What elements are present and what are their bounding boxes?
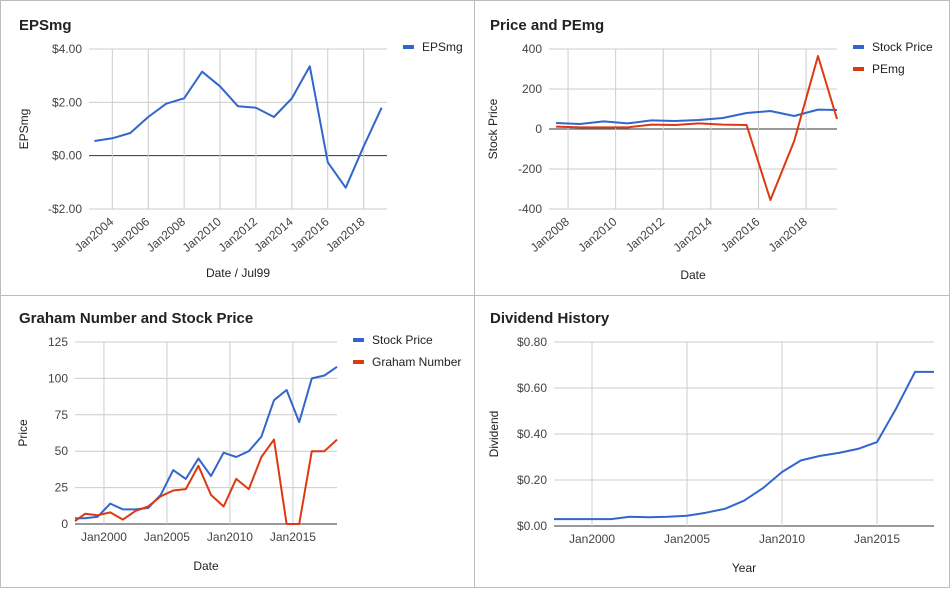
x-tick-label: Jan2012 (623, 214, 668, 255)
legend-swatch (853, 67, 864, 71)
x-tick-label: Jan2000 (569, 532, 615, 546)
x-tick-label: Jan2010 (180, 214, 225, 255)
y-tick-label: $0.80 (517, 335, 547, 349)
y-tick-label: $0.40 (517, 427, 547, 441)
y-tick-label: $4.00 (52, 42, 82, 56)
y-tick-label: 100 (48, 371, 68, 385)
y-axis-title: Price (16, 419, 30, 447)
legend-label: EPSmg (422, 40, 463, 54)
graham-chart: Graham Number and Stock Price 0 25 50 75 100 1… (16, 310, 461, 573)
x-tick-label: Jan2008 (144, 214, 189, 255)
legend-swatch (403, 45, 414, 49)
y-tick-label: 0 (61, 517, 68, 531)
x-tick-label: Jan2004 (72, 214, 117, 255)
y-axis-title: EPSmg (17, 109, 31, 150)
x-tick-label: Jan2006 (108, 214, 153, 255)
y-tick-label: -$2.00 (48, 202, 82, 216)
dividend-chart: Dividend History $0.00 $0.20 $0.40 $0.60 $0.8… (487, 310, 934, 575)
x-tick-label: Jan2018 (766, 214, 811, 255)
x-tick-label: Jan2018 (323, 214, 368, 255)
eps-chart: EPSmg -$2.00 $0.00 $2.00 $4.00 Jan2004Jan2006… (17, 17, 463, 280)
series-line-dividend (554, 370, 934, 521)
chart-title: Dividend History (490, 310, 610, 327)
legend-swatch (853, 45, 864, 49)
x-tick-label: Jan2000 (81, 530, 127, 544)
x-tick-label: Jan2016 (718, 214, 763, 255)
legend-swatch (353, 338, 364, 342)
x-tick-label: Jan2016 (287, 214, 332, 255)
x-tick-label: Jan2005 (144, 530, 190, 544)
dividend-chart-panel: Dividend History $0.00 $0.20 $0.40 $0.60 $0.8… (474, 295, 950, 588)
y-axis-title: Stock Price (486, 98, 500, 159)
y-tick-label: 0 (535, 122, 542, 136)
y-tick-label: 200 (522, 82, 542, 96)
legend-label: Stock Price (372, 333, 433, 347)
x-axis-title: Year (732, 561, 756, 575)
y-tick-label: 400 (522, 42, 542, 56)
y-tick-label: $0.60 (517, 381, 547, 395)
chart-title: EPSmg (19, 17, 72, 34)
x-tick-label: Jan2008 (528, 214, 573, 255)
series-line-stock-price (556, 108, 838, 125)
y-tick-label: 125 (48, 335, 68, 349)
y-tick-label: $0.00 (52, 149, 82, 163)
chart-title: Graham Number and Stock Price (19, 310, 253, 327)
x-tick-label: Jan2010 (759, 532, 805, 546)
y-tick-label: -200 (518, 162, 542, 176)
y-tick-label: -400 (518, 202, 542, 216)
series-line-pemg (556, 55, 838, 201)
x-axis-title: Date (193, 559, 219, 573)
legend-label: Graham Number (372, 355, 461, 369)
x-tick-label: Jan2005 (664, 532, 710, 546)
y-axis-title: Dividend (487, 411, 501, 458)
x-tick-label: Jan2010 (207, 530, 253, 544)
x-tick-label: Jan2014 (671, 214, 716, 255)
x-tick-label: Jan2015 (854, 532, 900, 546)
graham-chart-panel: Graham Number and Stock Price 0 25 50 75 100 1… (0, 295, 475, 588)
x-tick-label: Jan2010 (575, 214, 620, 255)
y-tick-label: $2.00 (52, 95, 82, 109)
x-axis-title: Date (680, 268, 706, 282)
x-axis-title: Date / Jul99 (206, 266, 270, 280)
series-line-stock-price (75, 365, 338, 520)
y-tick-label: 50 (55, 444, 69, 458)
legend-label: PEmg (872, 62, 905, 76)
x-tick-label: Jan2014 (252, 214, 297, 255)
price-pe-chart-panel: Price and PEmg -400 -200 0 200 400 Jan2008 Jan2… (474, 0, 950, 296)
y-tick-label: 25 (55, 481, 69, 495)
series-line-graham-number (74, 438, 338, 525)
legend-label: Stock Price (872, 40, 933, 54)
eps-chart-panel: EPSmg -$2.00 $0.00 $2.00 $4.00 Jan2004 Jan2006… (0, 0, 475, 296)
series-line-epsmg (94, 65, 383, 189)
y-tick-label: $0.20 (517, 473, 547, 487)
x-tick-label: Jan2012 (216, 214, 261, 255)
chart-title: Price and PEmg (490, 17, 604, 34)
legend-swatch (353, 360, 364, 364)
y-tick-label: 75 (55, 408, 69, 422)
y-tick-label: $0.00 (517, 519, 547, 533)
x-tick-label: Jan2015 (270, 530, 316, 544)
